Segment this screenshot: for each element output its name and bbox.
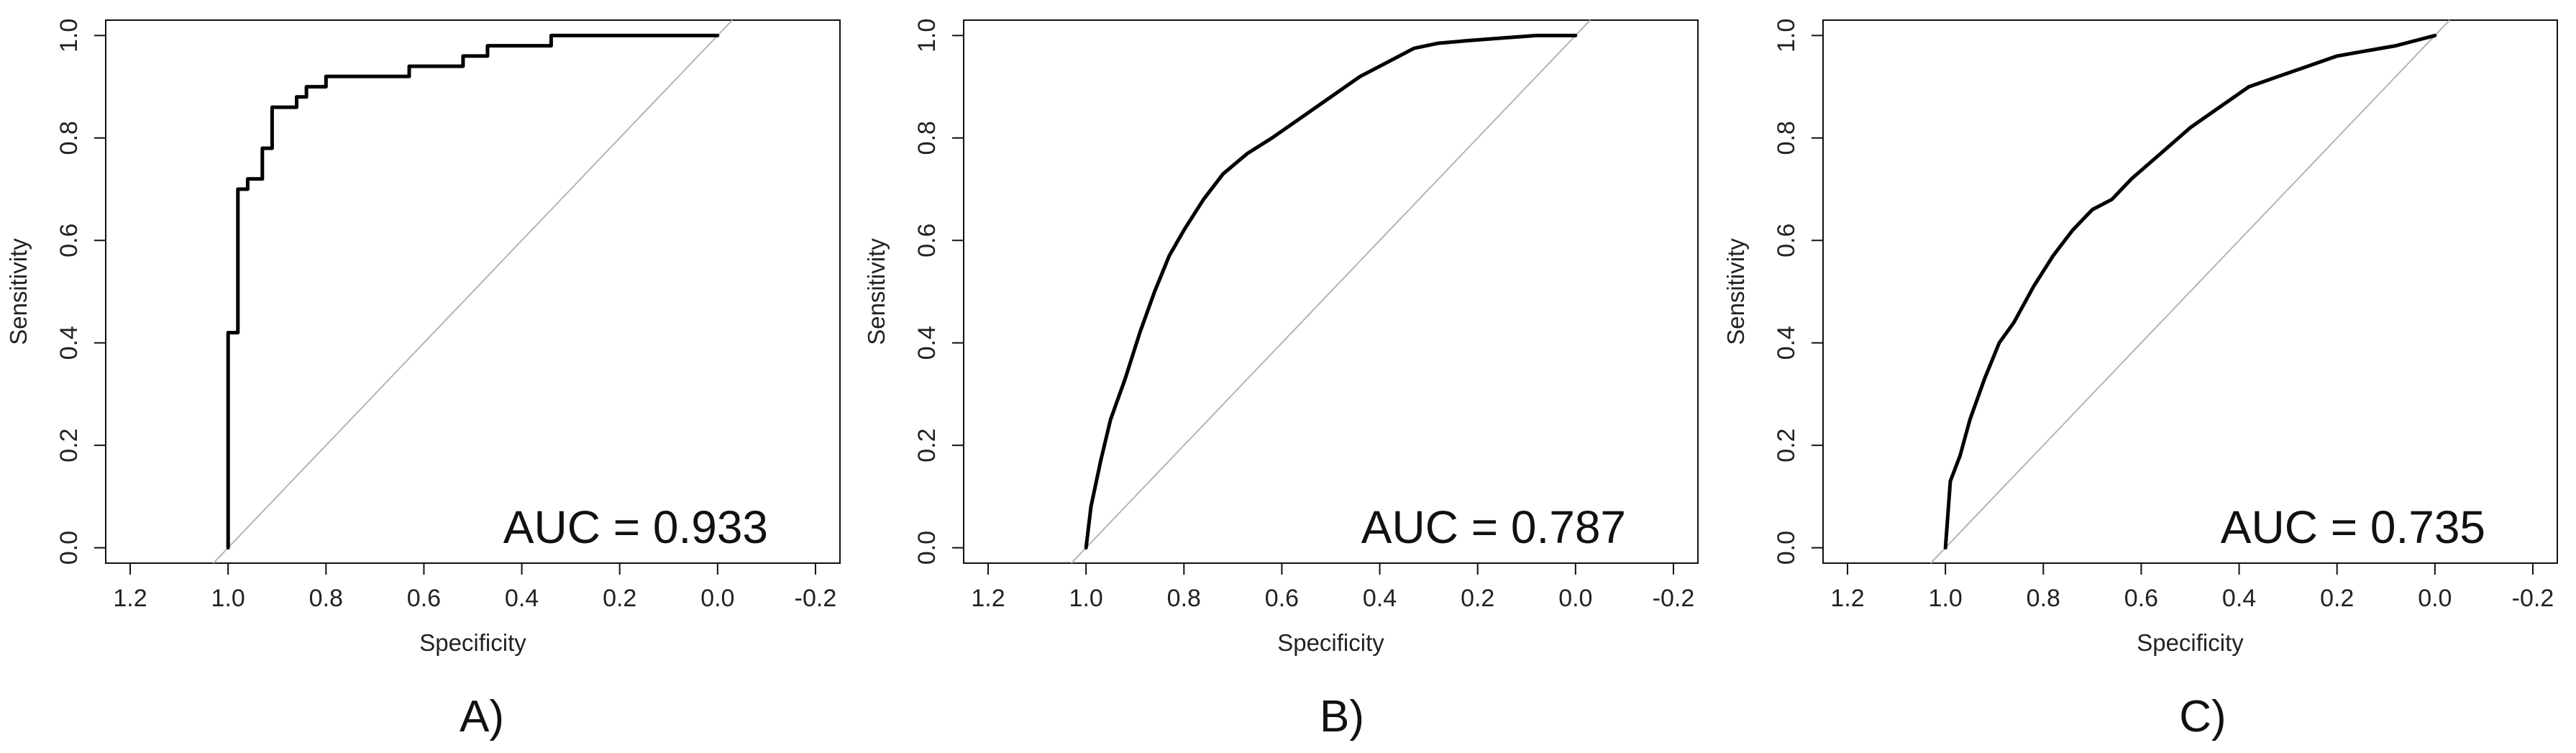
plot-frame [963, 19, 1699, 564]
roc-curve-line [226, 33, 720, 550]
auc-annotation: AUC = 0.787 [1361, 501, 1626, 553]
x-tick-label: 1.0 [211, 585, 245, 612]
x-axis-title: Specificity [1277, 629, 1384, 656]
x-tick-label: 0.4 [2222, 585, 2256, 612]
x-tick-label: 1.2 [113, 585, 147, 612]
panel-label: A) [460, 692, 504, 741]
y-tick-label: 0.2 [55, 429, 83, 462]
y-tick-label: 1.0 [1773, 19, 1800, 53]
reference-diagonal-line [1930, 19, 2450, 564]
plot-frame [1822, 19, 2558, 564]
roc-curve-line [1943, 33, 2437, 550]
y-tick-label: 1.0 [913, 19, 941, 53]
x-tick-label: 0.8 [1167, 585, 1201, 612]
x-tick-label: 0.0 [2418, 585, 2452, 612]
x-tick-label: 0.6 [1265, 585, 1299, 612]
reference-diagonal-line [1071, 19, 1591, 564]
y-tick-label: 0.6 [55, 224, 83, 257]
y-axis-title: Sensitivity [863, 238, 890, 345]
x-tick-label: 0.4 [1363, 585, 1397, 612]
y-tick-label: 0.4 [1773, 326, 1800, 360]
y-tick-label: 0.0 [55, 531, 83, 565]
roc-panel-b: 1.2 1.0 0.8 0.6 0.4 0.2 0.0 -0.2 0.0 0.2 0.4 0.6 0.8… [863, 19, 1699, 741]
x-tick-label: 0.0 [700, 585, 734, 612]
x-tick-label: 0.8 [2027, 585, 2060, 612]
roc-panel-c: 1.2 1.0 0.8 0.6 0.4 0.2 0.0 -0.2 0.0 0.2 0.4 0.6 0.8… [1722, 19, 2558, 741]
x-tick-label: 0.8 [309, 585, 343, 612]
plot-frame [105, 19, 841, 564]
x-tick-label: 1.2 [971, 585, 1005, 612]
x-tick-label: -0.2 [1653, 585, 1695, 612]
x-axis-title: Specificity [419, 629, 526, 656]
y-tick-label: 0.4 [55, 326, 83, 360]
panel-label: C) [2179, 692, 2226, 741]
y-tick-label: 0.8 [913, 121, 941, 155]
x-tick-label: 1.0 [1069, 585, 1103, 612]
x-tick-label: 0.6 [407, 585, 441, 612]
panel-label: B) [1320, 692, 1364, 741]
x-tick-label: 0.2 [2320, 585, 2354, 612]
y-axis-title: Sensitivity [5, 238, 32, 345]
y-axis-title: Sensitivity [1722, 238, 1749, 345]
x-tick-label: 0.6 [2124, 585, 2158, 612]
x-tick-label: -0.2 [2512, 585, 2554, 612]
x-tick-label: 0.4 [505, 585, 539, 612]
x-tick-label: 1.0 [1929, 585, 1963, 612]
roc-curve-line [1084, 33, 1578, 550]
x-tick-label: 0.0 [1558, 585, 1592, 612]
y-tick-label: 0.6 [913, 224, 941, 257]
y-tick-label: 0.2 [913, 429, 941, 462]
y-tick-label: 0.0 [913, 531, 941, 565]
x-tick-label: -0.2 [795, 585, 837, 612]
reference-diagonal-line [213, 19, 733, 564]
y-tick-label: 0.8 [55, 121, 83, 155]
y-tick-label: 0.6 [1773, 224, 1800, 257]
x-tick-label: 0.2 [1461, 585, 1494, 612]
y-tick-label: 0.0 [1773, 531, 1800, 565]
x-tick-label: 1.2 [1830, 585, 1864, 612]
y-tick-label: 1.0 [55, 19, 83, 53]
auc-annotation: AUC = 0.735 [2221, 501, 2485, 553]
x-axis-title: Specificity [2137, 629, 2244, 656]
auc-annotation: AUC = 0.933 [503, 501, 768, 553]
y-tick-label: 0.8 [1773, 121, 1800, 155]
x-tick-label: 0.2 [603, 585, 636, 612]
y-tick-label: 0.2 [1773, 429, 1800, 462]
y-tick-label: 0.4 [913, 326, 941, 360]
roc-panel-a: 1.2 1.0 0.8 0.6 0.4 0.2 0.0 -0.2 0.0 0.2 0.4 0.6 0.8… [5, 19, 841, 741]
